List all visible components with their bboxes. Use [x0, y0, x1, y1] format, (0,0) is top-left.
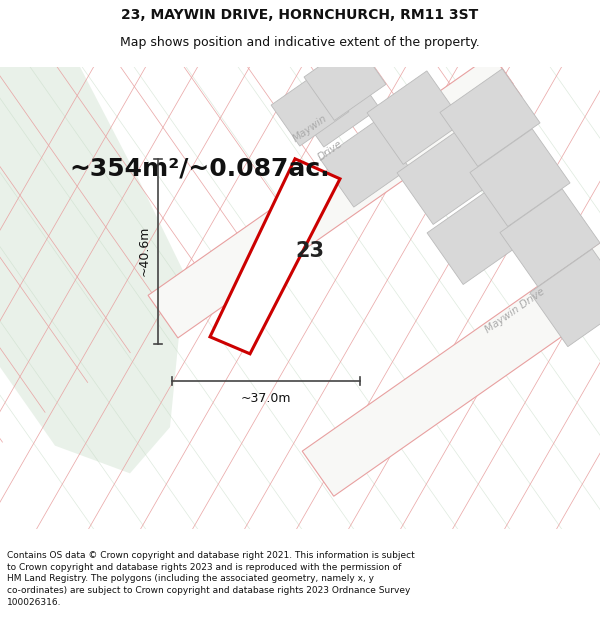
- Text: 23, MAYWIN DRIVE, HORNCHURCH, RM11 3ST: 23, MAYWIN DRIVE, HORNCHURCH, RM11 3ST: [121, 8, 479, 22]
- Polygon shape: [500, 189, 600, 287]
- Text: Contains OS data © Crown copyright and database right 2021. This information is : Contains OS data © Crown copyright and d…: [7, 551, 415, 607]
- Polygon shape: [210, 159, 340, 354]
- Polygon shape: [0, 67, 185, 473]
- Polygon shape: [440, 69, 540, 166]
- Text: 23: 23: [296, 241, 325, 261]
- Polygon shape: [148, 54, 522, 338]
- Text: Maywin Drive: Maywin Drive: [484, 286, 547, 335]
- Text: Drive: Drive: [316, 139, 344, 163]
- Polygon shape: [304, 41, 386, 121]
- Text: Map shows position and indicative extent of the property.: Map shows position and indicative extent…: [120, 36, 480, 49]
- Polygon shape: [397, 131, 493, 224]
- Polygon shape: [470, 129, 570, 226]
- Text: ~40.6m: ~40.6m: [137, 226, 151, 276]
- Polygon shape: [290, 61, 379, 147]
- Polygon shape: [302, 210, 600, 496]
- Text: ~354m²/~0.087ac.: ~354m²/~0.087ac.: [70, 157, 331, 181]
- Polygon shape: [320, 121, 409, 207]
- Text: Maywin: Maywin: [291, 113, 329, 144]
- Text: ~37.0m: ~37.0m: [241, 392, 291, 405]
- Polygon shape: [271, 71, 349, 146]
- Polygon shape: [530, 249, 600, 347]
- Polygon shape: [427, 191, 523, 284]
- Polygon shape: [367, 71, 463, 164]
